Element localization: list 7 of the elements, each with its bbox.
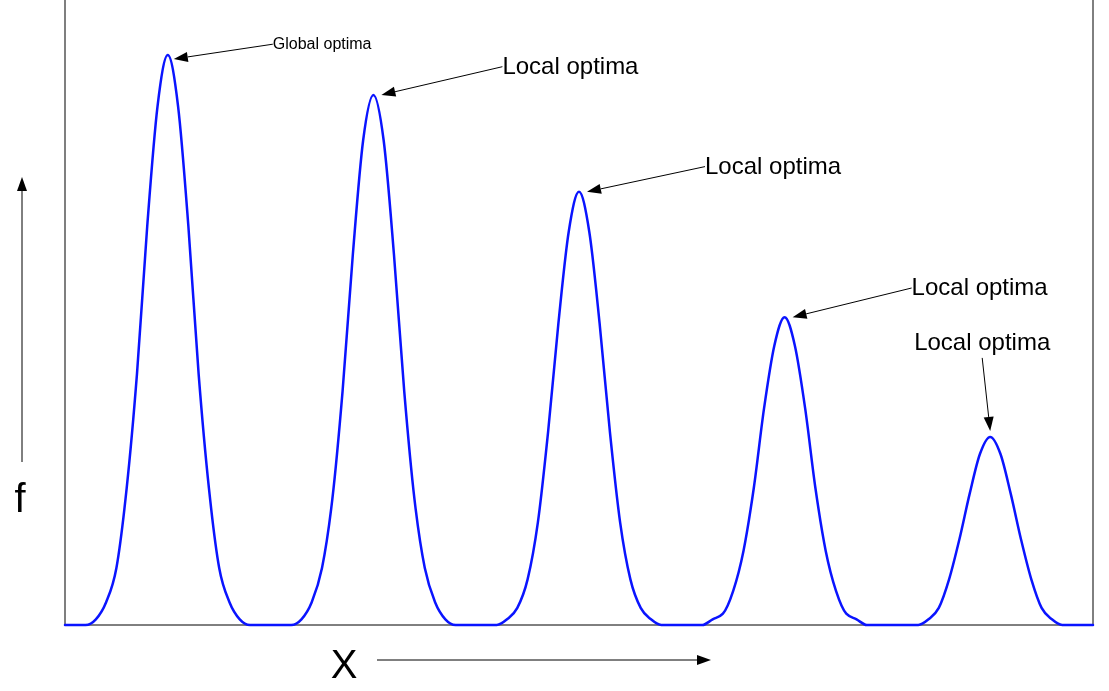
text: Global optima xyxy=(272,35,372,52)
y-axis-title: f xyxy=(14,476,27,520)
annotation: Local optima xyxy=(911,273,1049,301)
x-axis-title: X xyxy=(330,642,358,686)
annotation: Local optima xyxy=(705,151,842,179)
annotation: Local optima xyxy=(914,327,1051,355)
annotation: Local optima xyxy=(502,51,640,79)
